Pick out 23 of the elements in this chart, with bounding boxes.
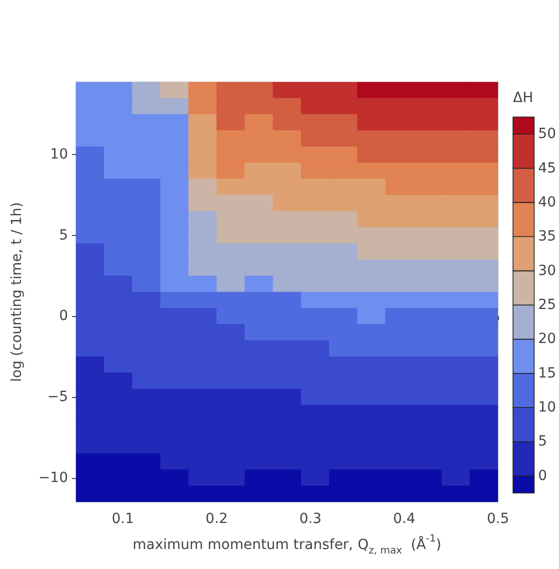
y-tick-label: −5 [47, 389, 68, 405]
x-tick-label: 0.5 [486, 511, 510, 527]
x-tick-label: 0.4 [393, 511, 416, 527]
color-bar-label: 25 [538, 297, 556, 313]
x-tick-label: 0.1 [112, 511, 134, 527]
color-bar-label: 45 [538, 160, 556, 176]
color-bar-label: 5 [538, 434, 548, 450]
y-tick-label: 0 [59, 308, 68, 324]
x-tick-label: 0.3 [299, 511, 322, 527]
x-tick-label: 0.2 [206, 511, 228, 527]
color-bar-title: ΔH [513, 90, 534, 106]
y-tick-label: 5 [59, 227, 68, 244]
color-bar-label: 30 [538, 262, 556, 279]
y-tick-label: 10 [50, 146, 68, 163]
color-bar-label: 35 [538, 228, 556, 245]
color-bar-label: 50 [538, 126, 556, 142]
color-bar-label: 10 [538, 400, 556, 416]
y-axis-title: log (counting time, t / 1h) [9, 202, 25, 382]
color-bar-label: 20 [538, 331, 556, 348]
color-bar-label: 0 [538, 468, 548, 484]
color-bar-label: 15 [538, 365, 556, 382]
y-tick-label: −10 [38, 470, 68, 486]
color-bar-label: 40 [538, 194, 556, 210]
